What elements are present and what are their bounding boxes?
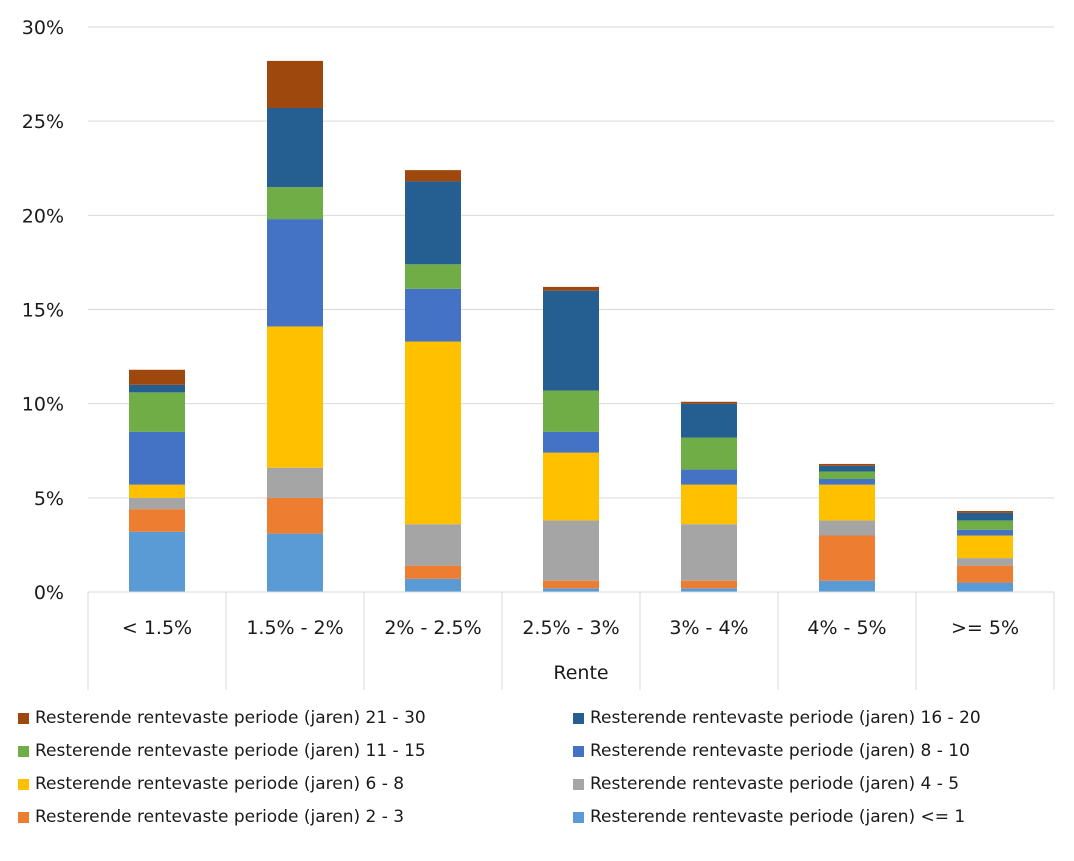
stacked-bar-chart: 0% 5% 10% 15% 20% 25% 30% < 1.5% 1.5% - 2% 2% - …: [22, 17, 1055, 690]
legend-label: Resterende rentevaste periode (jaren) 6 …: [35, 774, 405, 794]
bar-segment: [129, 497, 185, 510]
bar-segment: [267, 467, 323, 498]
bar-segment: [819, 520, 875, 536]
bar-segment: [543, 286, 599, 291]
bar-segment: [267, 219, 323, 327]
bar-segment: [129, 431, 185, 485]
y-tick-label: 30%: [22, 17, 64, 39]
legend-item: Resterende rentevaste periode (jaren) 4 …: [573, 774, 959, 794]
bar-segment: [267, 497, 323, 534]
bar-segment: [543, 290, 599, 391]
legend-label: Resterende rentevaste periode (jaren) 8 …: [590, 741, 970, 761]
bar-segment: [957, 520, 1013, 530]
bar-segment: [405, 565, 461, 579]
x-tick-label: 2% - 2.5%: [384, 617, 481, 639]
bar-segment: [957, 511, 1013, 513]
bar-segment: [543, 390, 599, 432]
legend-swatch: [18, 778, 29, 790]
bar-segment: [129, 392, 185, 432]
bar-segment: [957, 535, 1013, 559]
legend-label: Resterende rentevaste periode (jaren) 21…: [35, 708, 426, 728]
bar-segment: [957, 582, 1013, 592]
bar-segment: [819, 580, 875, 592]
bar-segment: [405, 264, 461, 289]
legend-item: Resterende rentevaste periode (jaren) 6 …: [18, 774, 404, 794]
legend-swatch: [573, 712, 584, 724]
bar-segment: [543, 452, 599, 521]
x-tick-label: 2.5% - 3%: [522, 617, 619, 639]
bar-segment: [267, 187, 323, 220]
bar-segment: [543, 520, 599, 581]
bar-segment: [129, 484, 185, 498]
bar-segment: [405, 341, 461, 525]
y-tick-label: 20%: [22, 205, 64, 227]
x-tick-label: 1.5% - 2%: [246, 617, 343, 639]
bar-segment: [681, 401, 737, 404]
legend-swatch: [18, 745, 29, 757]
bar-segment: [681, 403, 737, 438]
bar-segment: [819, 465, 875, 472]
legend-swatch: [573, 745, 584, 757]
bar-segment: [957, 512, 1013, 521]
bar-segment: [267, 533, 323, 592]
legend-label: Resterende rentevaste periode (jaren) 11…: [35, 741, 426, 761]
bars: [129, 60, 1013, 592]
legend-swatch: [573, 811, 584, 823]
bar-segment: [957, 565, 1013, 583]
legend-item: Resterende rentevaste periode (jaren) 8 …: [573, 741, 970, 761]
legend-item: Resterende rentevaste periode (jaren) <=…: [573, 807, 965, 827]
bar-segment: [129, 384, 185, 393]
bar-segment: [267, 326, 323, 468]
bar-segment: [405, 578, 461, 592]
bar-segment: [681, 484, 737, 525]
x-axis-title: Rente: [553, 662, 608, 684]
bar-segment: [405, 181, 461, 265]
legend-label: Resterende rentevaste periode (jaren) <=…: [590, 807, 966, 827]
x-tick-label: 3% - 4%: [669, 617, 748, 639]
y-tick-label: 10%: [22, 394, 64, 416]
y-tick-label: 0%: [34, 582, 64, 604]
y-tick-label: 15%: [22, 300, 64, 322]
bar-segment: [267, 107, 323, 188]
x-tick-label: 4% - 5%: [807, 617, 886, 639]
bar-segment: [681, 588, 737, 592]
bar-segment: [957, 529, 1013, 536]
legend-label: Resterende rentevaste periode (jaren) 4 …: [590, 774, 960, 794]
legend-item: Resterende rentevaste periode (jaren) 11…: [18, 741, 426, 761]
bar-segment: [405, 288, 461, 342]
bar-segment: [681, 437, 737, 470]
bar-segment: [129, 531, 185, 592]
y-axis-tick-labels: 0% 5% 10% 15% 20% 25% 30%: [22, 17, 64, 604]
x-tick-label: >= 5%: [951, 617, 1019, 639]
x-tick-label: < 1.5%: [122, 617, 192, 639]
bar-segment: [405, 170, 461, 182]
x-axis: < 1.5% 1.5% - 2% 2% - 2.5% 2.5% - 3% 3% - 4%…: [87, 591, 1055, 690]
bar-segment: [819, 479, 875, 485]
bar-segment: [129, 509, 185, 532]
legend-item: Resterende rentevaste periode (jaren) 21…: [18, 708, 426, 728]
bar-segment: [129, 369, 185, 385]
legend-label: Resterende rentevaste periode (jaren) 16…: [590, 708, 981, 728]
bar-segment: [819, 471, 875, 479]
legend-item: Resterende rentevaste periode (jaren) 16…: [573, 708, 981, 728]
bar-segment: [267, 60, 323, 108]
legend-label: Resterende rentevaste periode (jaren) 2 …: [35, 807, 405, 827]
y-tick-label: 25%: [22, 111, 64, 133]
bar-segment: [543, 588, 599, 592]
y-tick-label: 5%: [34, 488, 64, 510]
legend-item: Resterende rentevaste periode (jaren) 2 …: [18, 807, 404, 827]
bar-segment: [681, 469, 737, 485]
bar-segment: [681, 580, 737, 589]
legend-swatch: [18, 811, 29, 823]
bar-segment: [543, 431, 599, 453]
bar-segment: [957, 558, 1013, 566]
bar-segment: [819, 535, 875, 581]
bar-segment: [543, 580, 599, 589]
legend-swatch: [18, 712, 29, 724]
bar-segment: [405, 524, 461, 566]
bar-segment: [819, 484, 875, 521]
legend-swatch: [573, 778, 584, 790]
bar-segment: [681, 524, 737, 581]
bar-segment: [819, 463, 875, 466]
